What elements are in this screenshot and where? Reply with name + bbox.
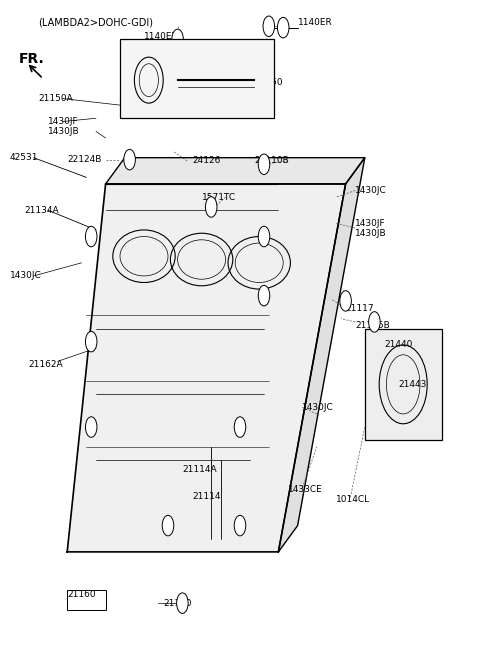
Text: 21114A: 21114A [182, 465, 217, 474]
Text: 1430JC: 1430JC [302, 403, 334, 412]
Text: 1571TC: 1571TC [202, 193, 236, 202]
Ellipse shape [234, 417, 246, 438]
Text: 1430JC: 1430JC [355, 186, 387, 195]
Ellipse shape [263, 16, 275, 37]
Text: 1430JB: 1430JB [48, 127, 80, 136]
FancyBboxPatch shape [365, 328, 442, 440]
Text: 21117: 21117 [346, 304, 374, 313]
Text: 21115B: 21115B [355, 321, 390, 330]
Polygon shape [67, 184, 346, 552]
Text: 1430JF: 1430JF [355, 219, 386, 228]
Text: 21440: 21440 [384, 340, 412, 350]
FancyBboxPatch shape [120, 39, 274, 118]
Ellipse shape [258, 285, 270, 306]
Ellipse shape [172, 29, 183, 50]
Text: 1430JB: 1430JB [355, 229, 387, 238]
Ellipse shape [177, 593, 188, 614]
Text: 94750: 94750 [254, 78, 283, 87]
Text: 42531: 42531 [10, 153, 38, 162]
Text: 21353R: 21353R [120, 97, 155, 106]
Ellipse shape [124, 149, 135, 170]
Text: 21443: 21443 [398, 380, 427, 389]
Ellipse shape [277, 17, 289, 38]
Ellipse shape [340, 290, 351, 311]
Text: 21150A: 21150A [38, 94, 73, 103]
Text: 24126: 24126 [192, 156, 220, 166]
Text: 1430JC: 1430JC [10, 271, 41, 281]
Text: 21114: 21114 [192, 491, 220, 501]
Ellipse shape [85, 417, 97, 438]
Text: 1140ER: 1140ER [298, 18, 332, 28]
Ellipse shape [162, 515, 174, 536]
Text: 21160: 21160 [67, 590, 96, 599]
Ellipse shape [234, 515, 246, 536]
Text: 1433CE: 1433CE [288, 485, 323, 494]
Text: 22124B: 22124B [67, 155, 102, 164]
Ellipse shape [205, 196, 217, 217]
Text: 1140EZ: 1140EZ [144, 32, 179, 41]
Text: 21110B: 21110B [254, 156, 289, 166]
Ellipse shape [85, 331, 97, 352]
Text: FR.: FR. [19, 52, 45, 66]
Polygon shape [106, 158, 365, 184]
Text: 1430JF: 1430JF [48, 117, 79, 126]
FancyBboxPatch shape [67, 590, 106, 610]
Ellipse shape [258, 154, 270, 175]
Text: (LAMBDA2>DOHC-GDI): (LAMBDA2>DOHC-GDI) [38, 18, 154, 28]
Ellipse shape [369, 311, 380, 332]
Ellipse shape [85, 226, 97, 247]
Ellipse shape [258, 226, 270, 247]
Text: 21134A: 21134A [24, 206, 59, 215]
Text: 21162A: 21162A [29, 360, 63, 369]
Polygon shape [278, 158, 365, 552]
Text: 21140: 21140 [163, 599, 192, 608]
Text: 1014CL: 1014CL [336, 495, 370, 504]
